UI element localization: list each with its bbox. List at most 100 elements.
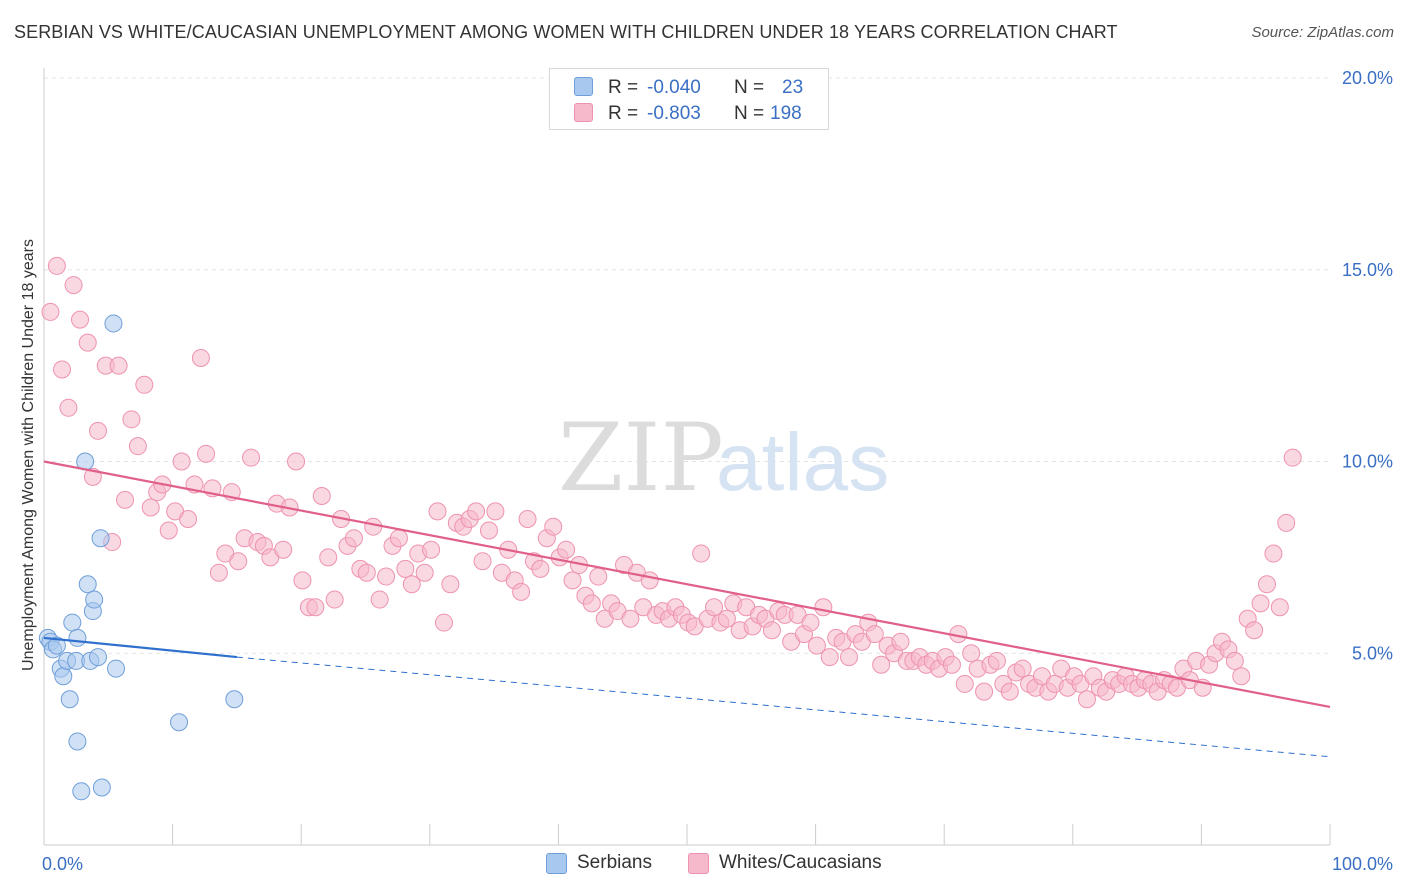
y-tick-label: 15.0% [1342, 260, 1393, 280]
white-point [589, 567, 608, 586]
n-label: N = [734, 103, 765, 124]
white-point [563, 571, 582, 590]
white-point [705, 598, 724, 617]
stats-legend: R = -0.040 N = 23 R = -0.803 N = 198 [549, 68, 829, 130]
white-point [1277, 513, 1296, 532]
stats-swatch-whites [574, 103, 593, 122]
white-point [692, 544, 711, 563]
white-point [242, 448, 261, 467]
white-point [229, 552, 248, 571]
white-point [1270, 598, 1289, 617]
white-point [872, 655, 891, 674]
white-point [840, 648, 859, 667]
serbian-point [91, 529, 110, 548]
white-point [820, 648, 839, 667]
white-point [41, 302, 60, 321]
white-point [389, 529, 408, 548]
white-point [987, 651, 1006, 670]
serbian-point [78, 575, 97, 594]
white-point [441, 575, 460, 594]
tick-labels: 5.0% 10.0% 15.0% 20.0% 0.0% 100.0% [42, 68, 1393, 874]
white-point [621, 609, 640, 628]
white-point [473, 552, 492, 571]
white-point [274, 540, 293, 559]
white-point [717, 609, 736, 628]
white-point [955, 674, 974, 693]
white-point [807, 636, 826, 655]
y-tick-label: 20.0% [1342, 68, 1393, 88]
white-point [428, 502, 447, 521]
white-point [344, 529, 363, 548]
legend-swatch-serbians [546, 853, 567, 874]
legend-label-serbians: Serbians [577, 852, 652, 873]
serbian-trend-line [43, 636, 238, 659]
white-point [53, 360, 72, 379]
serbian-point [225, 690, 244, 709]
white-point [640, 571, 659, 590]
serbian-point [72, 782, 91, 801]
white-point [544, 517, 563, 536]
white-point [1232, 667, 1251, 686]
x-tick-label: 0.0% [42, 854, 83, 874]
y-tick-label: 5.0% [1352, 643, 1393, 663]
white-point [209, 563, 228, 582]
serbian-point [68, 628, 87, 647]
serbian-point [63, 613, 82, 632]
white-point [191, 348, 210, 367]
serbian-point [170, 713, 189, 732]
n-label: N = [734, 77, 765, 98]
white-point [1257, 575, 1276, 594]
white-point [402, 575, 421, 594]
white-point [467, 502, 486, 521]
white-point [1251, 594, 1270, 613]
white-point [479, 521, 498, 540]
white-point [71, 310, 90, 329]
white-point [364, 517, 383, 536]
white-point [370, 590, 389, 609]
white-point [512, 582, 531, 601]
white-point [197, 444, 216, 463]
n-value: 198 [770, 103, 802, 124]
white-point [179, 510, 198, 529]
serbian-point [60, 690, 79, 709]
white-point [135, 375, 154, 394]
r-value: -0.803 [647, 103, 701, 124]
serbian-point [68, 732, 87, 751]
white-point [518, 510, 537, 529]
watermark-atlas: atlas [716, 417, 889, 508]
white-point [942, 655, 961, 674]
r-value: -0.040 [647, 77, 701, 98]
white-point [306, 598, 325, 617]
white-point [1077, 690, 1096, 709]
white-point [59, 398, 78, 417]
serbian-trend-extension [236, 656, 1331, 758]
axes [43, 68, 1331, 846]
white-trend-line [43, 460, 1331, 709]
x-tick-label: 100.0% [1332, 854, 1393, 874]
white-point [141, 498, 160, 517]
white-point [962, 644, 981, 663]
white-point [1245, 621, 1264, 640]
white-point [47, 256, 66, 275]
white-point [801, 613, 820, 632]
white-point [1013, 659, 1032, 678]
white-point [531, 559, 550, 578]
white-point [287, 452, 306, 471]
r-label: R = [608, 77, 639, 98]
white-point [814, 598, 833, 617]
stats-swatch-serbians [574, 77, 593, 96]
white-point [357, 563, 376, 582]
legend-label-whites: Whites/Caucasians [719, 852, 882, 873]
r-label: R = [608, 103, 639, 124]
white-point [122, 410, 141, 429]
white-point [377, 567, 396, 586]
serbian-point [92, 778, 111, 797]
chart-title: SERBIAN VS WHITE/CAUCASIAN UNEMPLOYMENT … [14, 22, 1118, 42]
white-point [293, 571, 312, 590]
white-point [325, 590, 344, 609]
white-point [1283, 448, 1302, 467]
legend-swatch-whites [688, 853, 709, 874]
white-point [582, 594, 601, 613]
n-value: 23 [782, 77, 804, 98]
